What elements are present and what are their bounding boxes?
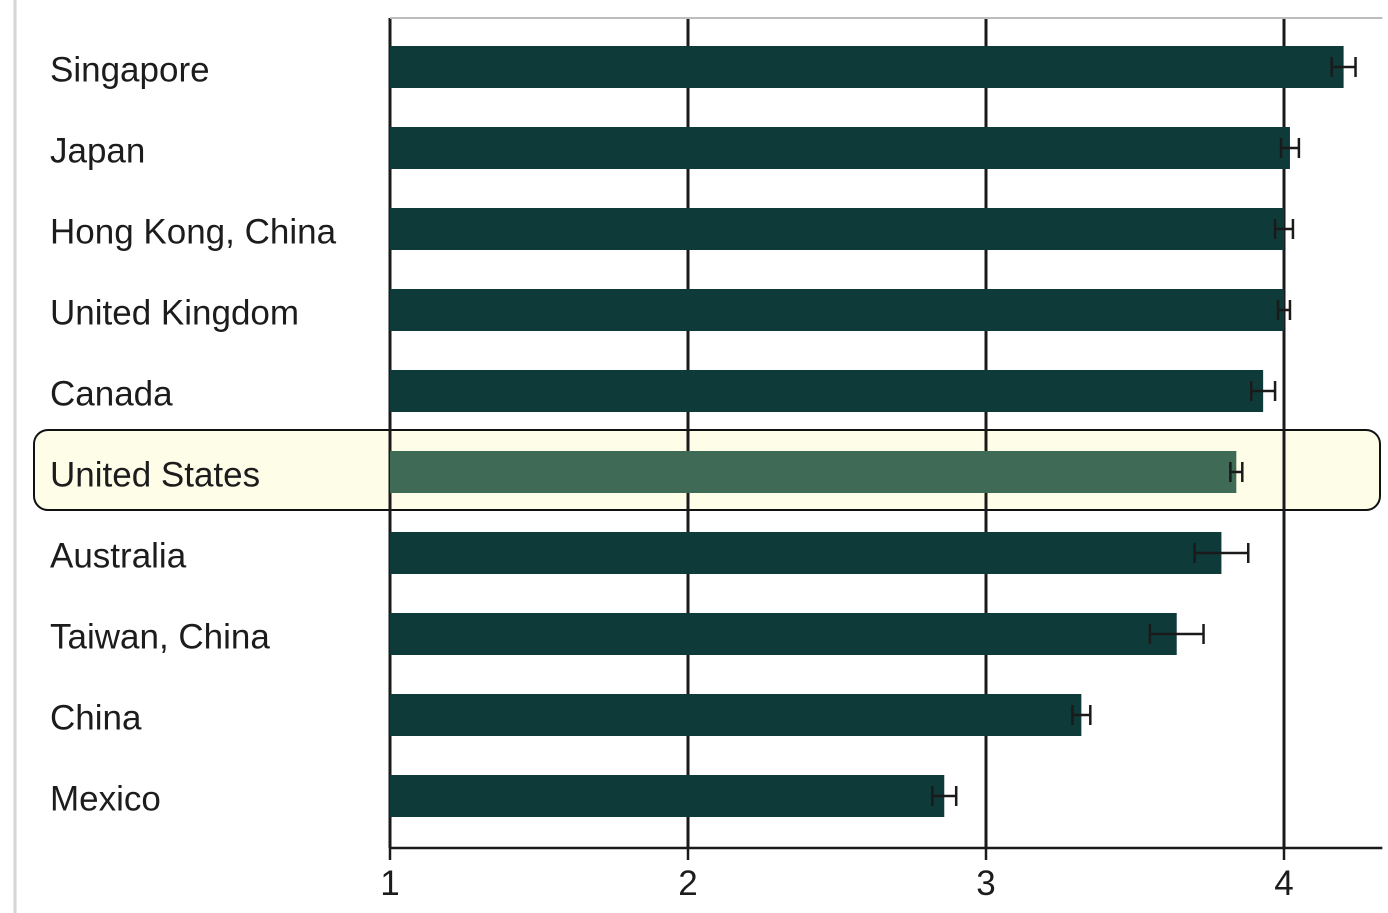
error-bar-hong-kong-china: [1273, 219, 1295, 239]
bar-japan: [390, 127, 1290, 169]
category-label-australia: Australia: [50, 536, 187, 575]
x-tick-label-3: 3: [976, 864, 995, 903]
bar-china: [390, 694, 1082, 736]
bar-singapore: [390, 46, 1344, 88]
error-bar-australia: [1193, 543, 1250, 563]
error-bar-china: [1071, 705, 1092, 725]
category-label-china: China: [50, 698, 142, 737]
error-bar-mexico: [931, 786, 958, 806]
bar-united-states: [390, 451, 1237, 493]
category-label-united-kingdom: United Kingdom: [50, 293, 299, 332]
x-tick-label-4: 4: [1274, 864, 1293, 903]
category-label-singapore: Singapore: [50, 50, 210, 89]
error-bar-united-kingdom: [1276, 300, 1292, 320]
category-label-canada: Canada: [50, 374, 173, 413]
error-bar-taiwan-china: [1148, 624, 1205, 644]
category-label-japan: Japan: [50, 131, 145, 170]
bar-united-kingdom: [390, 289, 1284, 331]
error-bar-canada: [1249, 381, 1277, 401]
category-label-united-states: United States: [50, 455, 260, 494]
category-label-taiwan-china: Taiwan, China: [50, 617, 270, 656]
bar-mexico: [390, 775, 945, 817]
x-tick-label-1: 1: [380, 864, 399, 903]
error-bar-united-states: [1229, 462, 1244, 482]
bar-hong-kong-china: [390, 208, 1284, 250]
bar-canada: [390, 370, 1264, 412]
bar-australia: [390, 532, 1222, 574]
category-label-mexico: Mexico: [50, 779, 161, 818]
error-bar-japan: [1279, 138, 1301, 158]
x-tick-label-2: 2: [678, 864, 697, 903]
bar-taiwan-china: [390, 613, 1177, 655]
error-bar-singapore: [1330, 57, 1357, 77]
category-label-hong-kong-china: Hong Kong, China: [50, 212, 337, 251]
